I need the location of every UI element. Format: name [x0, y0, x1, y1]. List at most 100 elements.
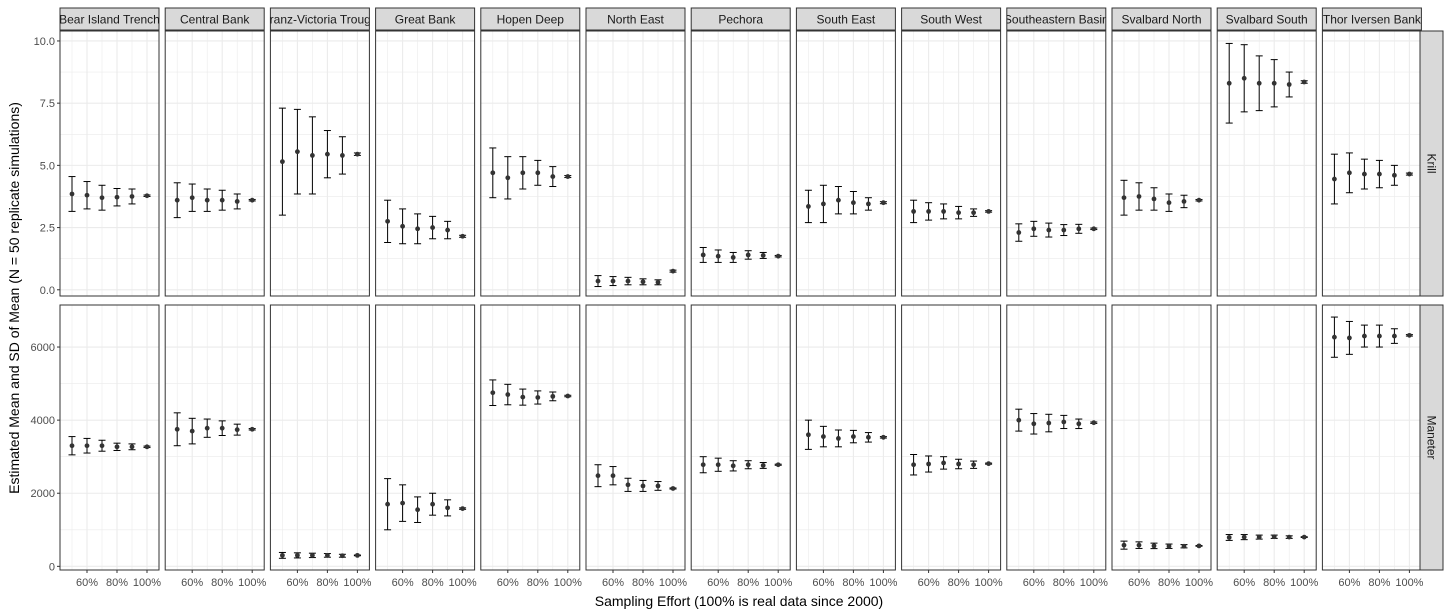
panel-bg [1112, 305, 1211, 570]
errorbar-70% [624, 477, 632, 492]
errorbar-70% [1045, 222, 1053, 238]
errorbar-50% [384, 199, 392, 244]
errorbar-100% [1300, 79, 1308, 85]
data-point [189, 428, 195, 434]
data-point [1347, 335, 1352, 341]
x-tick-label: 100% [1185, 577, 1213, 589]
strips-layer: Bear Island Trench Central Bank Franz-Vict… [59, 7, 1444, 571]
errorbar-60% [925, 455, 933, 473]
errorbar-60% [293, 552, 301, 559]
data-point [565, 174, 571, 179]
errorbar-50% [699, 246, 707, 263]
errorbar-50% [1330, 316, 1338, 358]
errorbar-60% [188, 183, 196, 212]
errorbar-90% [1180, 194, 1188, 209]
x-tick-label: 80% [1263, 577, 1285, 589]
errorbar-80% [639, 479, 647, 492]
data-point [610, 473, 616, 479]
data-point [866, 434, 871, 440]
errorbar-70% [98, 439, 106, 452]
errorbar-80% [849, 190, 857, 215]
data-point [99, 443, 105, 449]
data-point [234, 427, 240, 433]
data-point [204, 425, 210, 431]
errorbar-70% [1360, 158, 1368, 190]
data-point [595, 278, 601, 284]
data-point [1196, 543, 1202, 549]
data-point [836, 436, 841, 441]
facet-strip-0: Bear Island Trench [59, 7, 160, 31]
panel-bg [901, 305, 1001, 570]
errorbar-60% [1345, 320, 1353, 355]
data-point [219, 425, 225, 431]
data-point [174, 426, 180, 432]
data-point [610, 278, 616, 284]
data-point [655, 483, 661, 489]
x-tick-label: 60% [392, 577, 414, 589]
errorbar-100% [353, 552, 361, 558]
data-point [1031, 226, 1037, 232]
errorbar-50% [1015, 223, 1023, 242]
panels-layer [59, 30, 1422, 571]
panel-border [1006, 304, 1107, 571]
errorbar-60% [819, 184, 827, 224]
data-point [881, 434, 886, 440]
data-point [715, 462, 721, 468]
errorbar-70% [203, 188, 211, 212]
data-point [219, 197, 225, 203]
y-tick-label: 2.5 [40, 223, 55, 235]
facet-label: Bear Island Trench [59, 13, 160, 27]
facet-label: Svalbard South [1226, 13, 1308, 27]
errorbar-80% [218, 420, 226, 436]
errorbar-90% [1390, 164, 1398, 186]
panel-bg [270, 305, 370, 570]
data-point [385, 501, 390, 507]
data-point [129, 194, 135, 199]
errorbar-60% [1030, 220, 1038, 237]
facet-label: Great Bank [395, 13, 457, 27]
errorbar-90% [1180, 543, 1188, 549]
errorbar-100% [1090, 420, 1098, 426]
errorbar-90% [128, 443, 136, 451]
facet-strip-bg [795, 7, 896, 31]
facet-strip-bg [1321, 7, 1422, 31]
data-point [1301, 534, 1307, 540]
errorbar-90% [128, 188, 136, 205]
data-point [520, 170, 526, 176]
errorbar-80% [849, 429, 857, 444]
errorbar-70% [308, 116, 316, 195]
panel-border [901, 304, 1002, 571]
data-point [1031, 421, 1037, 427]
data-point [1136, 194, 1142, 199]
errorbar-50% [173, 412, 181, 447]
data-point [1061, 227, 1067, 233]
errorbar-60% [83, 181, 91, 210]
errorbar-80% [534, 159, 542, 186]
data-point [445, 505, 450, 511]
panel-bg [1112, 31, 1211, 296]
x-tick-label: 100% [343, 577, 371, 589]
panel-border [795, 304, 896, 571]
data-point [189, 195, 195, 201]
x-tick-label: 100% [764, 577, 792, 589]
data-point [625, 482, 631, 488]
panel-krill-11 [1216, 30, 1317, 297]
panel-maneter-4 [480, 304, 581, 571]
data-point [460, 233, 465, 239]
data-point [806, 204, 811, 209]
panel-border [59, 304, 160, 571]
errorbar-90% [338, 136, 346, 175]
errorbar-60% [1345, 152, 1353, 194]
data-point [144, 444, 150, 450]
errorbar-100% [669, 268, 677, 274]
errorbar-60% [609, 276, 617, 287]
data-point [670, 486, 676, 491]
row-strip-maneter: Maneter [1419, 304, 1444, 571]
panel-border [1006, 30, 1107, 297]
facet-strip-4: Hopen Deep [480, 7, 581, 31]
errorbar-100% [564, 393, 572, 399]
data-point [565, 393, 571, 399]
errorbar-70% [729, 460, 737, 472]
data-point [1392, 333, 1397, 339]
